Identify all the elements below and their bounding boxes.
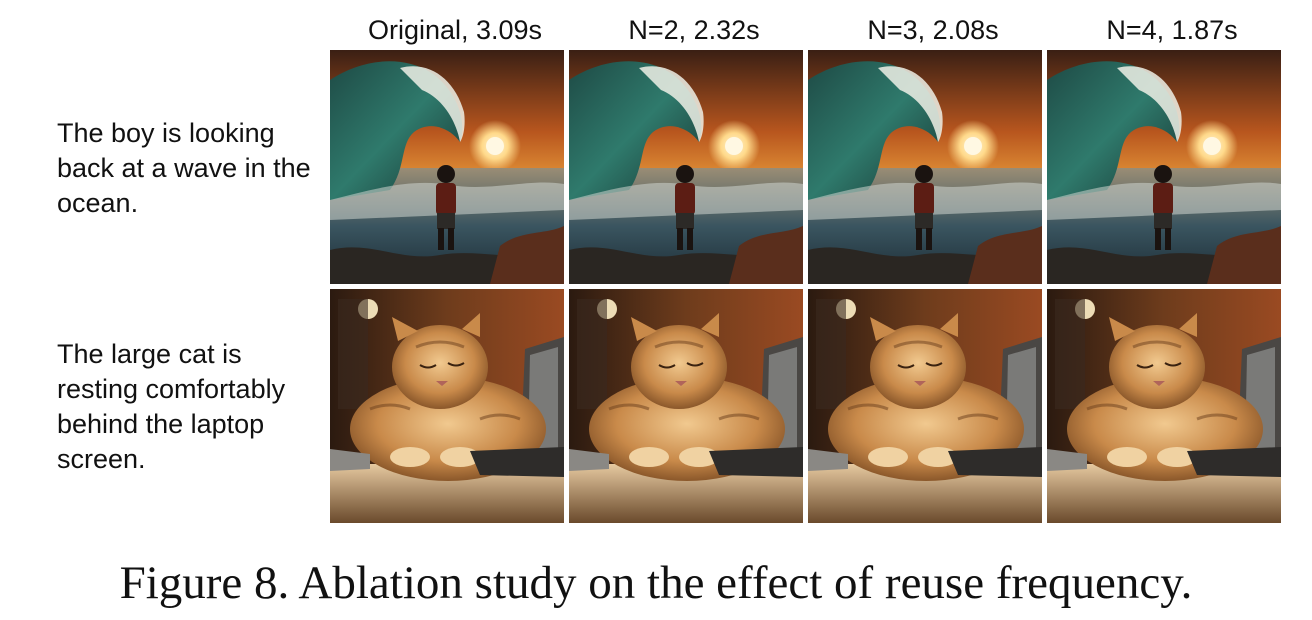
column-header-n3: N=3, 2.08s [867,15,999,45]
column-header-n4: N=4, 1.87s [1106,15,1238,45]
image-boy-wave-col2 [569,50,803,284]
image-boy-wave-col4 [1047,50,1281,284]
image-boy-wave-col3 [808,50,1042,284]
figure-caption: Figure 8. Ablation study on the effect o… [119,557,1193,609]
row-prompt-cat-laptop: The large cat is resting comfortably beh… [57,339,286,474]
row-prompt-boy-wave: The boy is looking back at a wave in the… [57,118,311,218]
image-cat-laptop-col4 [1047,289,1281,523]
image-cat-laptop-col3 [808,289,1042,523]
image-cat-laptop-col1 [330,289,564,523]
column-header-original: Original, 3.09s [367,15,543,45]
image-cat-laptop-col2 [569,289,803,523]
image-boy-wave-col1 [330,50,564,284]
column-header-n2: N=2, 2.32s [628,15,760,45]
